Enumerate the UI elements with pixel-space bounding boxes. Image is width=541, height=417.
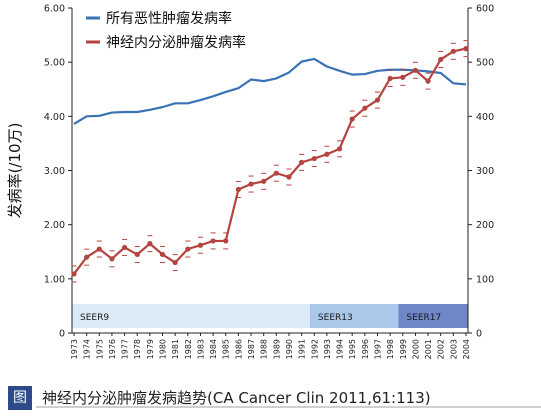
x-axis-tick-label: 1977 [121, 339, 130, 359]
net-data-point [261, 178, 267, 184]
net-data-point [109, 256, 115, 262]
x-axis-tick-label: 1989 [272, 339, 281, 359]
x-axis-tick-label: 1992 [310, 339, 319, 359]
x-axis-tick-label: 1994 [336, 339, 345, 359]
caption-divider [36, 406, 541, 408]
x-axis-tick-label: 1986 [234, 339, 243, 359]
x-axis-tick-label: 1984 [209, 339, 218, 359]
right-axis-tick-label: 600 [476, 4, 494, 15]
net-data-point [336, 146, 343, 152]
x-axis-tick-label: 2000 [411, 339, 420, 359]
right-axis-tick-label: 300 [476, 166, 494, 177]
x-axis-tick-label: 1985 [222, 339, 231, 359]
all-cancer-line [73, 57, 467, 125]
chart-svg: SEER9 SEER13 SEER17 0 1.00 2.00 3.00 4.00 5.00 6.… [6, 4, 494, 360]
net-data-point [438, 56, 444, 63]
left-axis-tick-label: 5.00 [44, 58, 65, 69]
net-data-point [299, 159, 305, 165]
period-band [398, 304, 468, 328]
x-axis-tick-label: 1987 [247, 339, 256, 359]
net-data-point [400, 74, 406, 80]
period-band-label: SEER9 [80, 313, 109, 323]
x-axis-tick-label: 1995 [348, 339, 357, 359]
net-data-point [235, 186, 241, 193]
x-axis-tick-label: 1982 [184, 339, 193, 359]
x-axis-tick-label: 1978 [133, 339, 142, 359]
x-axis-tick-label: 1980 [159, 339, 168, 359]
x-axis-tick-label: 1975 [95, 339, 104, 359]
figure-badge: 图 [8, 385, 32, 410]
x-axis-tick-label: 1997 [373, 339, 382, 359]
x-axis-tick-label: 1991 [298, 339, 307, 359]
period-band-label: SEER17 [406, 313, 441, 323]
x-axis-tick-label: 1973 [70, 339, 79, 359]
left-axis-tick-label: 1.00 [44, 274, 65, 285]
net-data-point [121, 244, 128, 251]
x-axis-tick-label: 1976 [108, 339, 117, 359]
x-axis-tick-label: 1974 [83, 339, 92, 359]
net-data-point [71, 271, 77, 277]
right-axis-tick-label: 100 [476, 274, 494, 285]
x-axis-tick-label: 2003 [449, 339, 458, 359]
net-data-point [210, 238, 216, 244]
net-data-point [463, 46, 469, 52]
net-data-point [197, 242, 204, 248]
chart: SEER9 SEER13 SEER17 0 1.00 2.00 3.00 4.00 5.00 6.… [6, 4, 494, 360]
left-axis-tick-label: 2.00 [44, 220, 65, 231]
x-axis-tick-label: 2002 [437, 339, 446, 359]
x-axis-tick-label: 1990 [285, 339, 294, 359]
net-data-point [134, 251, 140, 258]
x-axis-tick-label: 1988 [260, 339, 269, 359]
left-axis-tick-label: 6.00 [44, 4, 65, 15]
x-axis-tick-label: 1979 [146, 339, 155, 359]
x-axis-tick-label: 1993 [323, 339, 332, 359]
net-incidence-line [73, 47, 467, 275]
legend-label: 神经内分泌肿瘤发病率 [106, 34, 246, 51]
caption-text: 神经内分泌肿瘤发病趋势(CA Cancer Clin 2011,61:113) [42, 389, 431, 407]
net-data-point [248, 181, 254, 187]
right-axis-tick-label: 200 [476, 220, 494, 231]
net-data-point [311, 155, 317, 162]
x-axis-tick-label: 1996 [361, 339, 370, 359]
period-band-label: SEER13 [318, 313, 353, 323]
net-data-point [159, 251, 166, 258]
net-data-point [84, 254, 90, 260]
right-axis-tick-label: 0 [476, 329, 482, 340]
x-axis-tick-label: 1998 [386, 339, 395, 359]
y-axis-title: 发病率(/10万) [6, 123, 24, 219]
x-axis-tick-label: 1981 [171, 339, 180, 359]
right-axis-tick-label: 500 [476, 58, 494, 69]
left-axis-tick-label: 3.00 [44, 166, 65, 177]
net-data-point [387, 75, 393, 82]
net-data-point [147, 241, 153, 247]
left-axis-tick-label: 0 [59, 329, 65, 340]
period-band [309, 304, 399, 328]
net-data-point [425, 78, 431, 84]
net-data-point [223, 238, 229, 244]
x-axis-tick-label: 2001 [424, 339, 433, 359]
net-data-point [374, 97, 381, 103]
net-data-point [286, 174, 292, 180]
net-data-point [185, 246, 191, 252]
x-axis-tick-label: 1999 [399, 339, 408, 359]
net-data-point [412, 67, 419, 73]
legend-label: 所有恶性肿瘤发病率 [106, 10, 232, 27]
net-data-point [172, 259, 178, 266]
net-data-point [96, 246, 102, 252]
figure-caption: 图 神经内分泌肿瘤发病趋势(CA Cancer Clin 2011,61:113… [0, 378, 541, 417]
right-axis-tick-label: 400 [476, 112, 494, 123]
x-axis-tick-label: 2004 [462, 339, 471, 359]
net-data-point [362, 105, 368, 111]
period-band [72, 304, 310, 328]
net-data-point [349, 116, 355, 122]
net-data-point [324, 151, 330, 157]
x-axis-tick-label: 1983 [196, 339, 205, 359]
left-axis-tick-label: 4.00 [44, 112, 65, 123]
net-data-point [450, 48, 456, 54]
net-data-point [273, 170, 279, 176]
